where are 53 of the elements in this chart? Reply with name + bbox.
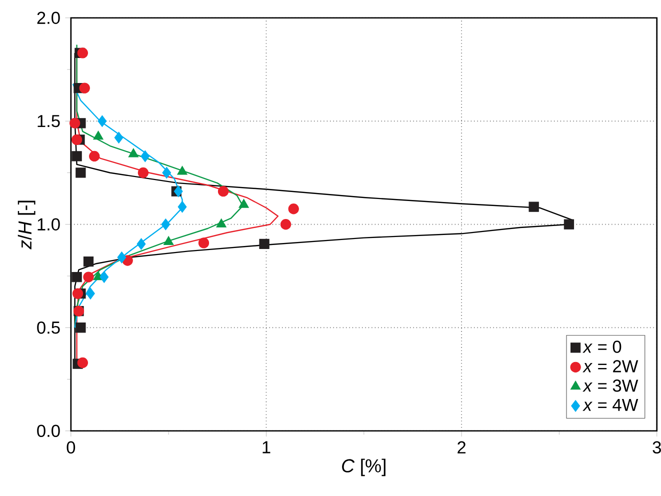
point: [72, 272, 82, 282]
x-tick-label: 1: [262, 441, 270, 454]
y-axis-title: z/H [-]: [18, 200, 36, 250]
point: [161, 218, 170, 230]
point: [76, 322, 86, 333]
point: [198, 238, 210, 248]
point: [140, 150, 150, 162]
point: [163, 236, 174, 246]
point: [128, 148, 139, 158]
point: [83, 272, 94, 282]
point: [79, 82, 90, 94]
point: [564, 219, 574, 230]
point: [117, 252, 126, 264]
legend-label: x = 0: [582, 340, 622, 353]
point: [238, 198, 249, 208]
point: [77, 357, 88, 368]
point: [114, 132, 124, 144]
point: [70, 118, 80, 129]
point: [138, 167, 149, 178]
point: [72, 151, 82, 162]
y-tick-label: 1.5: [38, 115, 60, 128]
point: [162, 166, 172, 179]
point: [259, 238, 270, 250]
y-tick-label: 1.0: [38, 218, 60, 231]
point: [174, 185, 183, 198]
point: [86, 288, 95, 300]
point: [136, 238, 146, 250]
legend-label: x = 4W: [582, 399, 638, 411]
point: [216, 218, 226, 228]
point: [77, 48, 88, 58]
y-tick-label: 0.0: [37, 424, 60, 438]
x-tick-label: 3: [652, 441, 661, 454]
point: [93, 130, 104, 140]
point: [178, 200, 187, 213]
point: [76, 168, 86, 178]
y-tick-label: 0.5: [37, 322, 60, 334]
point: [98, 115, 107, 128]
point: [89, 150, 100, 162]
x-tick-label: 2: [458, 441, 466, 454]
y-tick-label: 2.0: [37, 12, 60, 24]
legend-label: x = 2W: [582, 360, 638, 372]
point: [177, 166, 188, 175]
point: [71, 134, 82, 146]
x-tick-label: 0: [66, 441, 76, 454]
point: [100, 271, 109, 283]
point: [83, 256, 94, 267]
legend-label: x = 3W: [582, 380, 638, 392]
point: [280, 219, 292, 230]
point: [218, 186, 229, 197]
point: [288, 204, 299, 214]
x-axis-title: C [%]: [342, 458, 386, 476]
point: [528, 202, 539, 212]
point: [72, 288, 84, 299]
